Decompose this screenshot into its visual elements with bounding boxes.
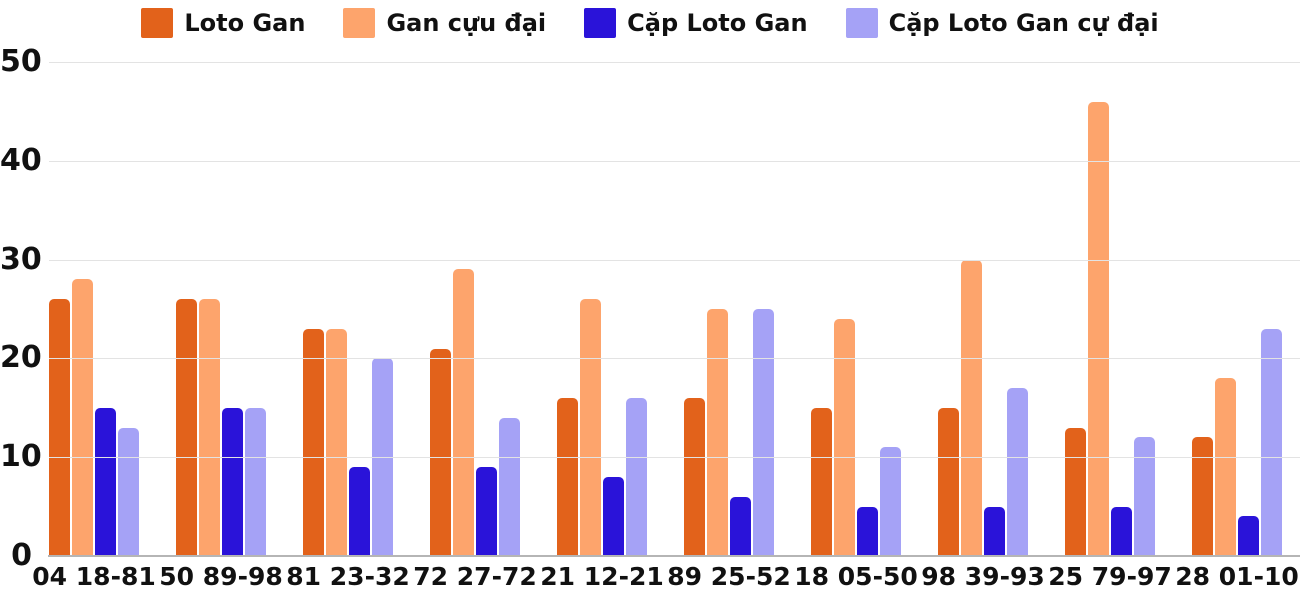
bar-series-2[interactable] bbox=[453, 269, 474, 556]
x-tick-label: 04 18-81 bbox=[32, 562, 156, 591]
legend-label: Gan cựu đại bbox=[386, 9, 547, 37]
bar-series-3[interactable] bbox=[476, 467, 497, 556]
x-tick-label: 28 01-10 bbox=[1175, 562, 1299, 591]
legend-swatch-icon bbox=[845, 8, 878, 38]
x-tick: 25 79-97 bbox=[1048, 562, 1171, 592]
bar-series-4[interactable] bbox=[880, 447, 901, 556]
bar-group bbox=[303, 62, 393, 556]
bar-series-1[interactable] bbox=[176, 299, 197, 556]
legend-label: Loto Gan bbox=[184, 9, 306, 37]
x-tick: 72 27-72 bbox=[413, 562, 536, 592]
legend-item-series-2[interactable]: Gan cựu đại bbox=[343, 8, 546, 38]
bar-series-3[interactable] bbox=[730, 496, 751, 556]
x-tick-label: 98 39-93 bbox=[921, 562, 1045, 591]
bar-series-2[interactable] bbox=[580, 299, 601, 556]
bar-group bbox=[938, 62, 1028, 556]
y-tick-label: 0 bbox=[11, 538, 32, 573]
bar-group bbox=[684, 62, 774, 556]
bar-series-2[interactable] bbox=[72, 279, 93, 556]
bar-series-3[interactable] bbox=[1111, 506, 1132, 556]
bar-group bbox=[49, 62, 139, 556]
x-tick: 50 89-98 bbox=[159, 562, 282, 592]
bar-series-4[interactable] bbox=[1007, 388, 1028, 556]
legend-item-series-1[interactable]: Loto Gan bbox=[141, 8, 305, 38]
x-tick: 89 25-52 bbox=[667, 562, 790, 592]
x-tick: 98 39-93 bbox=[921, 562, 1044, 592]
bar-series-1[interactable] bbox=[303, 328, 324, 556]
bar-group bbox=[1192, 62, 1282, 556]
bar-series-4[interactable] bbox=[753, 309, 774, 556]
gridline bbox=[49, 457, 1300, 459]
bar-series-2[interactable] bbox=[834, 318, 855, 556]
bar-series-2[interactable] bbox=[1215, 378, 1236, 556]
gridline bbox=[49, 160, 1300, 162]
bar-series-3[interactable] bbox=[222, 407, 243, 556]
plot-area bbox=[48, 62, 1300, 557]
y-tick-label: 30 bbox=[0, 241, 42, 277]
bar-series-4[interactable] bbox=[118, 427, 139, 556]
bar-series-1[interactable] bbox=[557, 397, 578, 556]
bar-series-3[interactable] bbox=[349, 467, 370, 556]
bar-series-2[interactable] bbox=[199, 299, 220, 556]
bar-series-1[interactable] bbox=[430, 348, 451, 556]
bar-series-1[interactable] bbox=[1065, 427, 1086, 556]
x-tick-label: 21 12-21 bbox=[540, 562, 664, 591]
legend-item-series-3[interactable]: Cặp Loto Gan bbox=[584, 8, 808, 38]
x-tick-label: 25 79-97 bbox=[1048, 562, 1172, 591]
bar-series-3[interactable] bbox=[857, 506, 878, 556]
gridline bbox=[49, 259, 1300, 261]
bar-group bbox=[430, 62, 520, 556]
y-tick-label: 10 bbox=[0, 439, 42, 475]
bar-series-1[interactable] bbox=[811, 407, 832, 556]
bar-series-1[interactable] bbox=[1192, 437, 1213, 556]
bar-group bbox=[1065, 62, 1155, 556]
bar-series-3[interactable] bbox=[1238, 516, 1259, 556]
bar-series-4[interactable] bbox=[1134, 437, 1155, 556]
legend-item-series-4[interactable]: Cặp Loto Gan cự đại bbox=[845, 8, 1159, 38]
x-tick-label: 89 25-52 bbox=[667, 562, 791, 591]
bar-series-1[interactable] bbox=[49, 299, 70, 556]
bar-series-2[interactable] bbox=[961, 259, 982, 556]
bar-series-4[interactable] bbox=[499, 417, 520, 556]
gridline bbox=[49, 62, 1300, 63]
bar-series-2[interactable] bbox=[707, 309, 728, 556]
y-tick-label: 40 bbox=[0, 142, 42, 178]
x-tick: 81 23-32 bbox=[286, 562, 409, 592]
bar-series-1[interactable] bbox=[938, 407, 959, 556]
legend-swatch-icon bbox=[343, 8, 376, 38]
legend-label: Cặp Loto Gan bbox=[627, 9, 808, 37]
bar-series-2[interactable] bbox=[1088, 101, 1109, 556]
x-tick: 18 05-50 bbox=[794, 562, 917, 592]
x-axis: 04 18-81 50 89-98 81 23-32 72 27-72 21 12-21… bbox=[32, 562, 1298, 592]
bar-groups bbox=[49, 62, 1282, 556]
bar-group bbox=[176, 62, 266, 556]
x-tick: 28 01-10 bbox=[1175, 562, 1298, 592]
x-tick-label: 50 89-98 bbox=[159, 562, 283, 591]
x-tick-label: 81 23-32 bbox=[286, 562, 410, 591]
bar-group bbox=[811, 62, 901, 556]
legend-swatch-icon bbox=[584, 8, 617, 38]
bar-series-2[interactable] bbox=[326, 328, 347, 556]
x-tick-label: 18 05-50 bbox=[794, 562, 918, 591]
bar-series-3[interactable] bbox=[95, 407, 116, 556]
bar-series-4[interactable] bbox=[626, 397, 647, 556]
bar-series-4[interactable] bbox=[1261, 328, 1282, 556]
legend-label: Cặp Loto Gan cự đại bbox=[888, 9, 1159, 37]
x-axis-line bbox=[48, 555, 1300, 557]
x-tick: 21 12-21 bbox=[540, 562, 663, 592]
bar-series-1[interactable] bbox=[684, 397, 705, 556]
bar-series-3[interactable] bbox=[603, 476, 624, 556]
bar-group bbox=[557, 62, 647, 556]
bar-series-4[interactable] bbox=[245, 407, 266, 556]
y-tick-label: 20 bbox=[0, 340, 42, 376]
gridline bbox=[49, 358, 1300, 360]
x-tick: 04 18-81 bbox=[32, 562, 155, 592]
x-tick-label: 72 27-72 bbox=[413, 562, 537, 591]
legend: Loto Gan Gan cựu đại Cặp Loto Gan Cặp Loto … bbox=[0, 8, 1300, 38]
bar-series-3[interactable] bbox=[984, 506, 1005, 556]
y-tick-label: 50 bbox=[0, 44, 42, 79]
legend-swatch-icon bbox=[141, 8, 174, 38]
